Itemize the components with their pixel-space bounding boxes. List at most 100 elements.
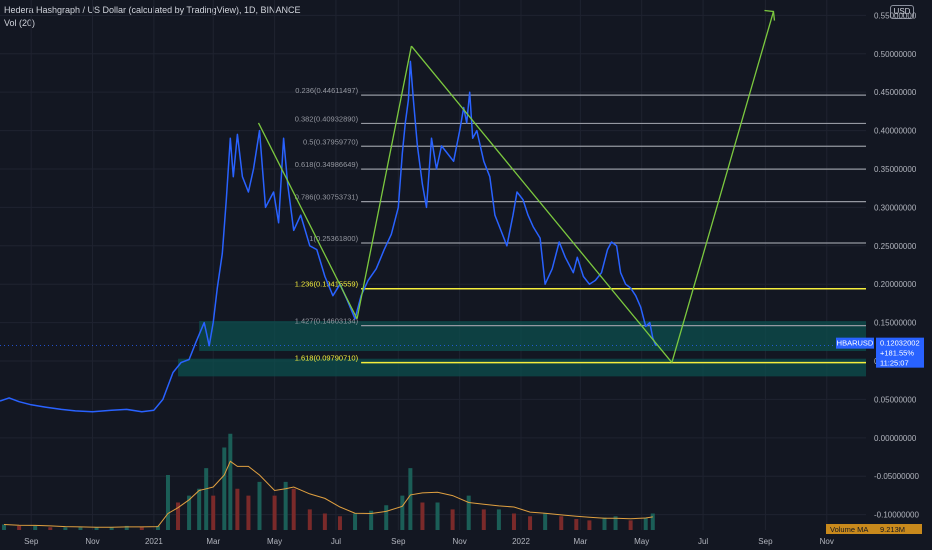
x-axis-tick-label: Jul	[331, 537, 341, 546]
x-axis-tick-label: Sep	[758, 537, 773, 546]
volume-bar	[643, 517, 648, 530]
volume-bar	[369, 510, 374, 530]
volume-bar	[543, 513, 548, 530]
volume-bar	[481, 509, 486, 530]
volume-bar	[420, 502, 425, 530]
volume-bar	[246, 495, 251, 530]
price-tag-symbol: HBARUSD	[837, 339, 874, 348]
y-axis-tick-label: 0.35000000	[874, 165, 917, 174]
chart-title: Hedera Hashgraph / US Dollar (calculated…	[4, 5, 301, 15]
volume-bar	[337, 516, 342, 530]
volume-bar	[613, 516, 618, 530]
volume-bar	[528, 516, 533, 530]
volume-bar	[628, 520, 633, 530]
volume-bar	[353, 513, 358, 530]
fib-level-label: 0.382(0.40932890)	[295, 114, 359, 123]
volume-ma-line	[3, 460, 653, 528]
fib-level-label: 0.786(0.30753731)	[295, 193, 359, 202]
volume-bar	[307, 509, 312, 530]
x-axis-tick-label: May	[267, 537, 282, 546]
volume-bar	[78, 527, 83, 530]
volume-bar	[235, 488, 240, 530]
fib-level-label: 0.5(0.37959770)	[303, 137, 359, 146]
x-axis-tick-label: 2021	[145, 537, 163, 546]
volume-ma-tag-value: 9.213M	[880, 525, 905, 534]
volume-bar	[204, 468, 209, 530]
volume-bar	[33, 525, 38, 530]
volume-bar	[435, 502, 440, 530]
volume-bar	[17, 525, 22, 530]
volume-bar	[574, 519, 579, 530]
fib-level-label: 0.236(0.44611497)	[295, 86, 358, 95]
volume-bar	[272, 495, 277, 530]
y-axis-tick-label: 0.20000000	[874, 280, 917, 289]
volume-bar	[176, 502, 181, 530]
volume-bar	[587, 520, 592, 530]
x-axis-tick-label: Mar	[206, 537, 220, 546]
volume-bar	[384, 505, 389, 530]
volume-bar	[450, 509, 455, 530]
volume-indicator-label[interactable]: Vol (20)	[4, 18, 36, 28]
volume-bar	[228, 433, 233, 530]
fib-level-label: 1(0.25361800)	[309, 234, 358, 243]
price-tag: HBARUSD 0.12032002+181.55%11:25:07	[836, 337, 924, 368]
y-axis-tick-label: 0.15000000	[874, 319, 917, 328]
volume-bar	[408, 468, 413, 530]
volume-bar	[63, 527, 68, 530]
volume-bar	[650, 513, 655, 530]
price-tag-countdown: 11:25:07	[880, 359, 909, 368]
currency-button[interactable]: USD	[890, 5, 914, 19]
price-tag-box	[876, 337, 924, 368]
y-axis-tick-label: 0.30000000	[874, 203, 917, 212]
volume-bar	[2, 524, 7, 530]
pattern-line	[410, 45, 673, 363]
volume-bar	[155, 525, 160, 530]
volume-bar	[291, 488, 296, 530]
volume-bar	[602, 517, 607, 530]
pattern-line	[671, 11, 775, 363]
y-axis-tick-label: 0.05000000	[874, 395, 917, 404]
volume-bar	[139, 527, 144, 530]
x-axis-tick-label: Jul	[698, 537, 708, 546]
volume-ma-tag-label: Volume MA	[830, 525, 868, 534]
x-axis-tick-label: Nov	[453, 537, 467, 546]
y-axis-tick-label: 0.55000000	[874, 11, 917, 20]
volume-bar	[165, 475, 170, 530]
price-tag-symbol-box	[836, 337, 874, 349]
price-line	[0, 60, 657, 413]
volume-bar	[211, 495, 216, 530]
x-axis-tick-label: Nov	[820, 537, 834, 546]
volume-bar	[94, 527, 99, 530]
volume-bar	[511, 513, 516, 530]
pattern-line	[356, 45, 413, 319]
y-axis-tick-label: 0.45000000	[874, 88, 917, 97]
support-zone	[178, 358, 866, 377]
volume-bar	[283, 481, 288, 530]
volume-ma-tag-box	[826, 524, 922, 534]
volume-bar	[466, 495, 471, 530]
volume-bar	[124, 525, 129, 530]
volume-bar	[187, 495, 192, 530]
volume-bar	[559, 516, 564, 530]
y-axis-tick-label: 0.50000000	[874, 50, 917, 59]
volume-bar	[496, 509, 501, 530]
y-axis-tick-label: 0.00000000	[874, 434, 917, 443]
volume-bar	[48, 527, 53, 530]
volume-bar	[257, 481, 262, 530]
y-axis-tick-label: 0.40000000	[874, 127, 917, 136]
x-axis-tick-label: Nov	[85, 537, 99, 546]
y-axis-tick-label: -0.10000000	[874, 511, 919, 520]
volume-bar	[109, 527, 114, 530]
volume-bar	[322, 513, 327, 530]
x-axis-tick-label: Sep	[391, 537, 406, 546]
price-tag-price: 0.12032002	[880, 339, 920, 348]
y-axis-tick-label: 0.25000000	[874, 242, 917, 251]
pattern-line	[257, 122, 358, 320]
fib-level-label: 1.427(0.14603134)	[295, 317, 359, 326]
fib-level-label: 0.618(0.34986649)	[295, 160, 359, 169]
y-axis-tick-label: -0.05000000	[874, 472, 919, 481]
volume-bar	[400, 495, 405, 530]
price-tag-change: +181.55%	[880, 349, 914, 358]
fib-level-label: 1.618(0.09790710)	[295, 354, 359, 363]
